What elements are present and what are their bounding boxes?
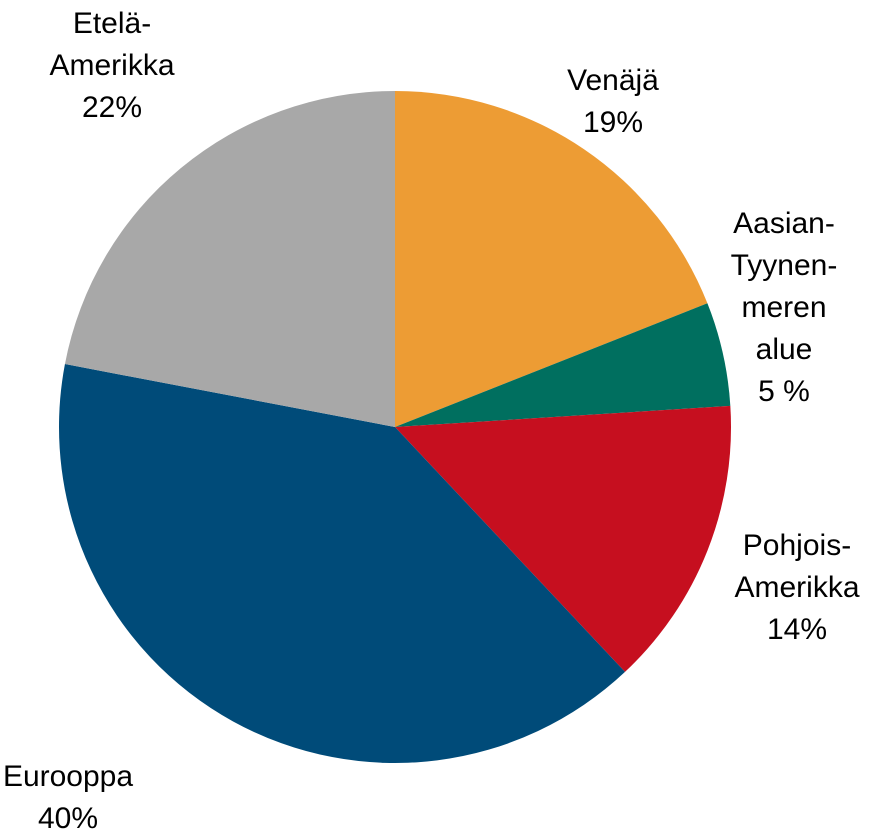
pie-slice <box>59 364 626 764</box>
slice-label: Aasian-Tyynen-meren alue <box>731 207 838 366</box>
slice-label: Venäjä <box>567 64 659 97</box>
pie-slice <box>395 303 731 427</box>
slice-label: Pohjois-Amerikka <box>734 529 859 604</box>
pie-slice <box>395 91 708 427</box>
pie-slice <box>395 405 731 672</box>
value-label: 22% <box>82 91 142 124</box>
pie-slice <box>64 91 396 427</box>
value-label: 14% <box>767 613 827 646</box>
value-label: 5 % <box>758 375 810 408</box>
slice-label: Eurooppa <box>3 760 133 793</box>
value-label: 40% <box>38 802 98 835</box>
slice-label: Etelä-Amerikka <box>49 7 174 82</box>
value-label: 19% <box>583 106 643 139</box>
